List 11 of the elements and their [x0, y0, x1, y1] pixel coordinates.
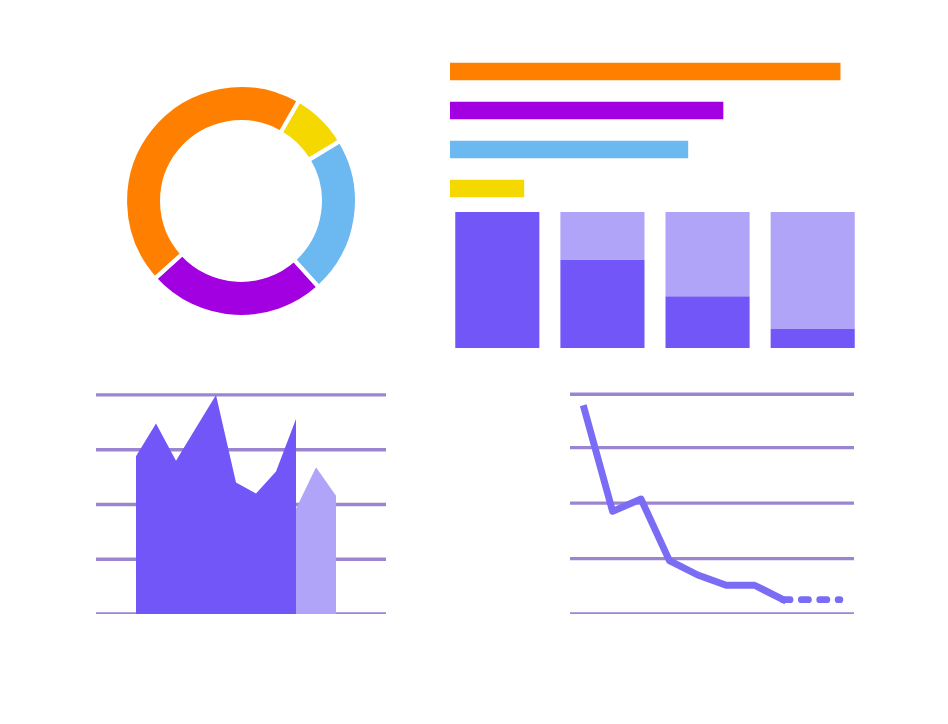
bar	[450, 179, 525, 198]
bar	[560, 259, 645, 348]
bar	[560, 212, 645, 260]
bar	[450, 62, 841, 81]
bar	[450, 101, 724, 120]
bar	[665, 296, 750, 348]
bar	[455, 212, 540, 348]
bar	[770, 212, 855, 329]
bar	[450, 140, 689, 159]
bar	[665, 212, 750, 297]
bar	[770, 328, 855, 348]
